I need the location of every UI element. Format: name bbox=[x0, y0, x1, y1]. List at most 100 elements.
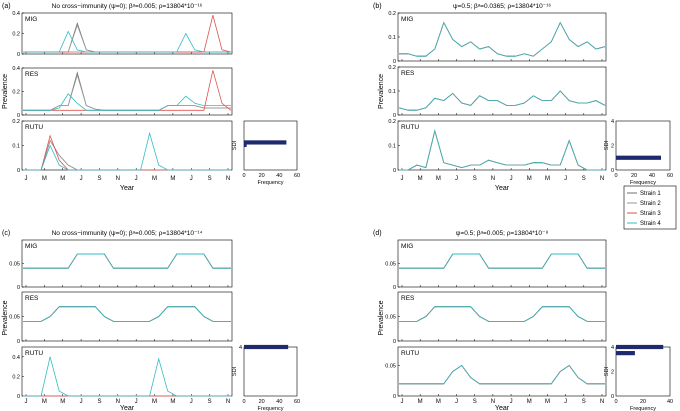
x-tick-label: J bbox=[401, 176, 404, 182]
histogram-bar bbox=[244, 344, 289, 350]
subplot-frame bbox=[21, 12, 233, 55]
subplot-rutu: RUTU 0 0.1 0.2 bbox=[388, 119, 607, 174]
y-tick-label: 0.05 bbox=[385, 315, 396, 321]
y-tick-label: 0.2 bbox=[12, 90, 20, 96]
series-strain-4 bbox=[23, 253, 231, 269]
y-tick-label: 0 bbox=[17, 285, 20, 291]
x-tick-label: J bbox=[510, 176, 513, 182]
series-strain-3 bbox=[398, 90, 606, 111]
x-axis-label: Year bbox=[120, 185, 135, 192]
series-strain-3 bbox=[399, 21, 606, 57]
hist-x-axis-label: Frequency bbox=[630, 406, 656, 411]
series-strain-4 bbox=[399, 253, 605, 269]
x-tick-label: J bbox=[564, 399, 567, 405]
subplot-label: MIG bbox=[401, 243, 413, 250]
y-tick-label: 0.05 bbox=[9, 262, 20, 268]
y-tick-label: 0.1 bbox=[12, 144, 20, 150]
sdi-histogram: 0 20 40 60 Frequency SDI bbox=[232, 120, 300, 186]
y-tick-label: 0 bbox=[17, 339, 20, 345]
x-tick-label: M bbox=[42, 176, 47, 182]
x-tick-label: S bbox=[208, 399, 212, 405]
panel-title: ψ=0.5; βᵃ=0.005; ρ=13804*10⁻⁸ bbox=[456, 230, 549, 237]
panel-d: (d) ψ=0.5; βᵃ=0.005; ρ=13804*10⁻⁸ Prevalen… bbox=[373, 230, 673, 411]
series-strain-1 bbox=[23, 22, 231, 53]
x-tick-label: M bbox=[42, 399, 47, 405]
series-strain-2 bbox=[399, 253, 605, 269]
y-tick-label: 0.2 bbox=[388, 11, 396, 17]
x-tick-label: M bbox=[170, 399, 175, 405]
y-tick-label: 0.4 bbox=[12, 355, 20, 361]
x-tick-label: J bbox=[564, 176, 567, 182]
y-tick-label: 0.1 bbox=[388, 35, 396, 41]
subplot-frame bbox=[21, 291, 233, 342]
subplot-res: RES 0 0.05 bbox=[385, 291, 607, 345]
hist-x-tick-label: 60 bbox=[294, 173, 300, 179]
subplot-label: MIG bbox=[401, 16, 413, 23]
histogram-bar bbox=[616, 344, 664, 350]
hist-x-tick-label: 40 bbox=[667, 399, 673, 405]
panel-a: (a) No cross−immunity (ψ=0); βᵃ=0.005; ρ=… bbox=[2, 3, 300, 192]
x-tick-label: N bbox=[600, 176, 604, 182]
series-strain-4 bbox=[399, 306, 605, 322]
x-tick-label: S bbox=[97, 176, 101, 182]
series-strain-1 bbox=[399, 306, 605, 322]
hist-y-axis-label: SDI bbox=[232, 366, 238, 376]
x-tick-label: M bbox=[170, 176, 175, 182]
x-tick-label: M bbox=[527, 176, 532, 182]
x-tick-label: S bbox=[208, 176, 212, 182]
y-axis-label: Prevalence bbox=[2, 300, 9, 335]
series-strain-4 bbox=[23, 30, 231, 53]
hist-x-tick-label: 0 bbox=[242, 399, 245, 405]
histogram-bar bbox=[244, 142, 247, 147]
x-axis-label: Year bbox=[495, 185, 510, 192]
subplot-label: RES bbox=[401, 295, 415, 302]
y-tick-label: 0 bbox=[17, 394, 20, 400]
series-strain-2 bbox=[23, 253, 231, 269]
x-tick-label: M bbox=[60, 399, 65, 405]
subplot-rutu: RUTU 0 0.2 0.4 bbox=[12, 346, 233, 400]
x-tick-label: J bbox=[401, 399, 404, 405]
series-strain-1 bbox=[23, 139, 231, 171]
x-tick-label: J bbox=[135, 176, 138, 182]
panel-title: No cross−immunity (ψ=0); βᵃ=0.005; ρ=138… bbox=[52, 3, 203, 10]
y-tick-label: 0 bbox=[17, 168, 20, 174]
series-strain-2 bbox=[399, 21, 606, 57]
subplot-mig: MIG 0 0.05 bbox=[9, 239, 233, 291]
x-tick-label: S bbox=[473, 399, 477, 405]
hist-x-tick-label: 0 bbox=[614, 399, 617, 405]
x-tick-label: J bbox=[80, 399, 83, 405]
x-tick-label: N bbox=[116, 176, 120, 182]
hist-x-tick-label: 40 bbox=[276, 173, 282, 179]
subplot-label: RUTU bbox=[401, 350, 419, 357]
y-tick-label: 0.1 bbox=[388, 144, 396, 150]
legend-entry: Strain 2 bbox=[640, 201, 661, 207]
y-tick-label: 0 bbox=[393, 168, 396, 174]
subplot-frame bbox=[21, 67, 233, 116]
y-tick-label: 0 bbox=[17, 113, 20, 119]
x-tick-label: M bbox=[545, 399, 550, 405]
x-tick-label: N bbox=[116, 399, 120, 405]
y-axis-label: Prevalence bbox=[2, 74, 9, 109]
series-strain-3 bbox=[23, 306, 231, 322]
subplot-rutu: RUTU 0 0.1 0.2 bbox=[12, 119, 233, 174]
legend-entry: Strain 4 bbox=[640, 221, 661, 227]
hist-x-axis-label: Frequency bbox=[630, 180, 656, 186]
series-strain-2 bbox=[23, 24, 231, 53]
x-tick-label: S bbox=[582, 399, 586, 405]
series-strain-1 bbox=[23, 253, 231, 269]
hist-y-tick-label: 2 bbox=[611, 144, 614, 150]
hist-x-tick-label: 20 bbox=[631, 173, 637, 179]
series-strain-1 bbox=[399, 364, 605, 385]
x-tick-label: M bbox=[418, 399, 423, 405]
x-tick-label: J bbox=[190, 176, 193, 182]
x-axis-label: Year bbox=[495, 405, 510, 411]
series-strain-4 bbox=[399, 364, 605, 385]
subplot-frame bbox=[21, 346, 233, 397]
hist-y-tick-label: 0 bbox=[611, 394, 614, 400]
series-strain-4 bbox=[23, 93, 231, 111]
y-tick-label: 0 bbox=[393, 113, 396, 119]
y-tick-label: 0.2 bbox=[388, 119, 396, 125]
x-tick-label: J bbox=[455, 399, 458, 405]
panel-letter: (c) bbox=[2, 230, 10, 237]
histogram-bar bbox=[616, 155, 661, 160]
